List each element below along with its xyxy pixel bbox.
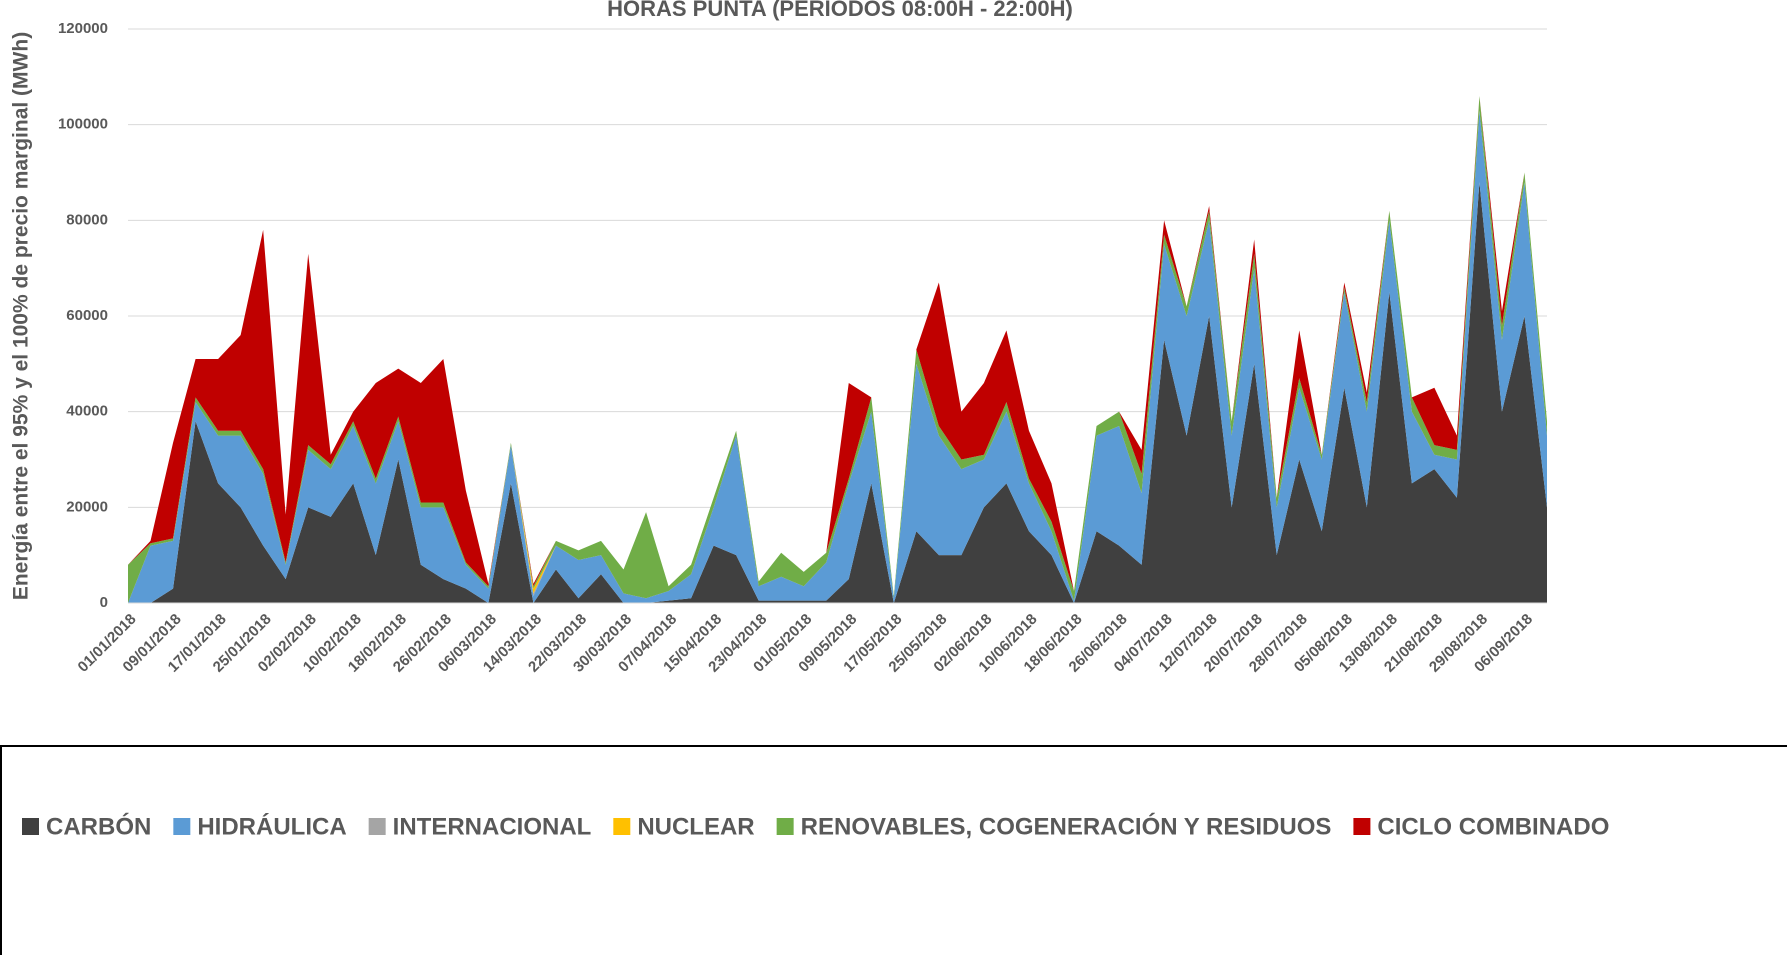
y-tick-label: 0 [100,594,108,611]
legend: CARBÓN HIDRÁULICA INTERNACIONAL NUCLEAR RENO… [22,812,1609,840]
legend-label: RENOVABLES, COGENERACIÓN Y RESIDUOS [801,812,1332,840]
legend-swatch [613,818,631,835]
y-axis-label: Energía entre el 95% y el 100% de precio… [10,32,33,600]
legend-label: CICLO COMBINADO [1377,813,1609,840]
area [128,182,1547,604]
y-tick-label: 20000 [66,498,108,515]
y-tick-label: 60000 [66,307,108,324]
legend-label: INTERNACIONAL [393,813,592,840]
chart-title: HORAS PUNTA (PERIODOS 08:00H - 22:00H) [607,0,1073,21]
legend-box [0,745,1787,960]
legend-swatch [776,818,794,835]
legend-swatch [173,818,191,835]
legend-swatch [22,818,39,835]
y-tick-label: 80000 [66,211,108,228]
legend-label: NUCLEAR [637,813,754,840]
area [128,110,1547,604]
legend-swatch [1353,818,1371,835]
y-tick-label: 120000 [58,20,108,37]
legend-label: CARBÓN [46,812,151,840]
y-tick-label: 100000 [58,116,108,133]
legend-label: HIDRÁULICA [197,812,346,840]
legend-swatch [368,818,386,835]
y-tick-label: 40000 [66,403,108,420]
area [128,95,1547,596]
